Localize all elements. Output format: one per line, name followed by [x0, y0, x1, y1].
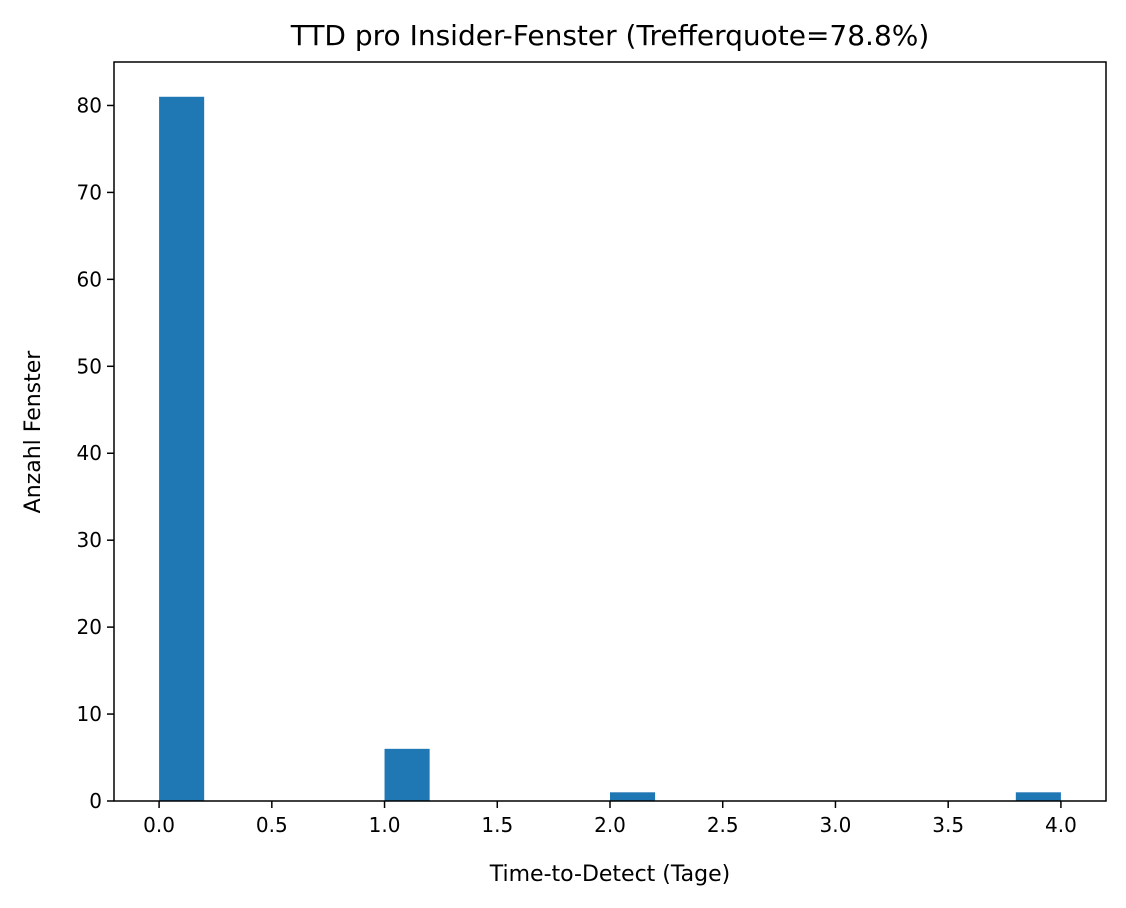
x-tick-label: 0.5 — [256, 813, 288, 837]
y-tick-label: 20 — [77, 615, 102, 639]
y-tick-label: 30 — [77, 528, 102, 552]
histogram-bar-0 — [159, 96, 205, 801]
plot-frame — [113, 61, 1107, 802]
y-axis-label: Anzahl Fenster — [21, 350, 46, 514]
bars-group — [159, 96, 1061, 801]
x-tick-label: 3.5 — [932, 813, 964, 837]
x-tick-label: 3.0 — [820, 813, 852, 837]
y-tick-label: 80 — [77, 93, 102, 117]
histogram-bar-1 — [384, 748, 430, 801]
y-tick-label: 70 — [77, 180, 102, 204]
y-tick-label: 40 — [77, 441, 102, 465]
x-axis-label: Time-to-Detect (Tage) — [489, 862, 731, 887]
x-tick-label: 1.0 — [369, 813, 401, 837]
chart-title: TTD pro Insider-Fenster (Trefferquote=78… — [290, 19, 930, 52]
x-tick-label: 1.5 — [481, 813, 513, 837]
y-tick-label: 0 — [89, 789, 102, 813]
y-tick-label: 50 — [77, 354, 102, 378]
histogram-bar-2 — [610, 792, 656, 801]
y-axis-ticks: 0 10 20 30 40 50 60 70 80 — [77, 93, 114, 813]
x-tick-label: 2.5 — [707, 813, 739, 837]
histogram-bar-3 — [1015, 792, 1061, 801]
x-tick-label: 2.0 — [594, 813, 626, 837]
x-tick-label: 0.0 — [143, 813, 175, 837]
y-tick-label: 10 — [77, 702, 102, 726]
x-tick-label: 4.0 — [1045, 813, 1077, 837]
x-axis-ticks: 0.0 0.5 1.0 1.5 2.0 2.5 3.0 3.5 4.0 — [143, 801, 1077, 837]
y-tick-label: 60 — [77, 267, 102, 291]
